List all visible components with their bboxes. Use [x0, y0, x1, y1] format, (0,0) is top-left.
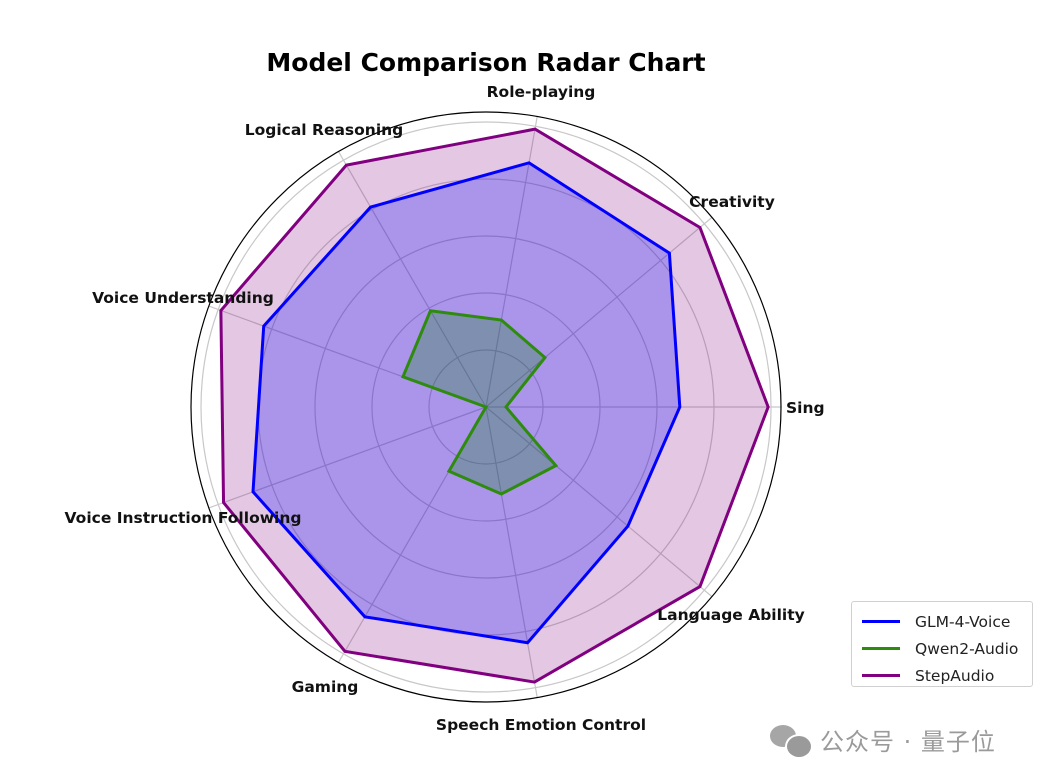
- axis-label-sing: Sing: [786, 399, 825, 417]
- grid-spoke: [208, 406, 487, 509]
- legend-item-qwen2-audio: Qwen2-Audio: [862, 635, 1032, 662]
- watermark-text: 公众号 · 量子位: [820, 728, 996, 756]
- grid-spoke: [485, 406, 713, 598]
- axis-label-speech-emotion-control: Speech Emotion Control: [436, 716, 646, 734]
- legend-label: Qwen2-Audio: [915, 639, 1019, 658]
- grid-spoke: [485, 406, 538, 698]
- series-fill-qwen2-audio: [402, 310, 556, 495]
- legend-swatch-qwen2-audio: [862, 647, 900, 650]
- grid-spoke: [485, 116, 538, 408]
- series-line-qwen2-audio: [400, 309, 559, 496]
- outer-frame: [190, 111, 782, 703]
- legend-swatch-glm-4-voice: [862, 620, 900, 623]
- grid-spoke: [337, 151, 487, 408]
- legend: GLM-4-Voice Qwen2-Audio StepAudio: [851, 601, 1033, 687]
- axis-label-gaming: Gaming: [292, 678, 359, 696]
- series-fill-glm-4-voice: [253, 162, 680, 643]
- series-fill-stepaudio: [220, 129, 769, 683]
- axis-label-voice-instruction-following: Voice Instruction Following: [65, 509, 302, 527]
- grid-spoke: [485, 216, 713, 408]
- axis-label-role-playing: Role-playing: [487, 83, 596, 101]
- legend-label: StepAudio: [915, 666, 995, 685]
- axis-label-logical-reasoning: Logical Reasoning: [245, 121, 404, 139]
- axis-label-language-ability: Language Ability: [657, 606, 805, 624]
- axis-labels: Sing Creativity Role-playing Logical Reason…: [65, 83, 825, 734]
- series-line-glm-4-voice: [251, 161, 682, 645]
- wechat-icon: [770, 723, 814, 759]
- legend-item-stepaudio: StepAudio: [862, 662, 1032, 689]
- radar-series: [219, 127, 770, 684]
- legend-swatch-stepaudio: [862, 674, 900, 677]
- axis-label-voice-understanding: Voice Understanding: [92, 289, 274, 307]
- legend-item-glm-4-voice: GLM-4-Voice: [862, 608, 1032, 635]
- watermark: 公众号 · 量子位: [770, 722, 996, 759]
- chart-title: Model Comparison Radar Chart: [266, 48, 705, 77]
- series-line-stepaudio: [219, 127, 770, 684]
- axis-label-creativity: Creativity: [689, 193, 775, 211]
- legend-label: GLM-4-Voice: [915, 612, 1011, 631]
